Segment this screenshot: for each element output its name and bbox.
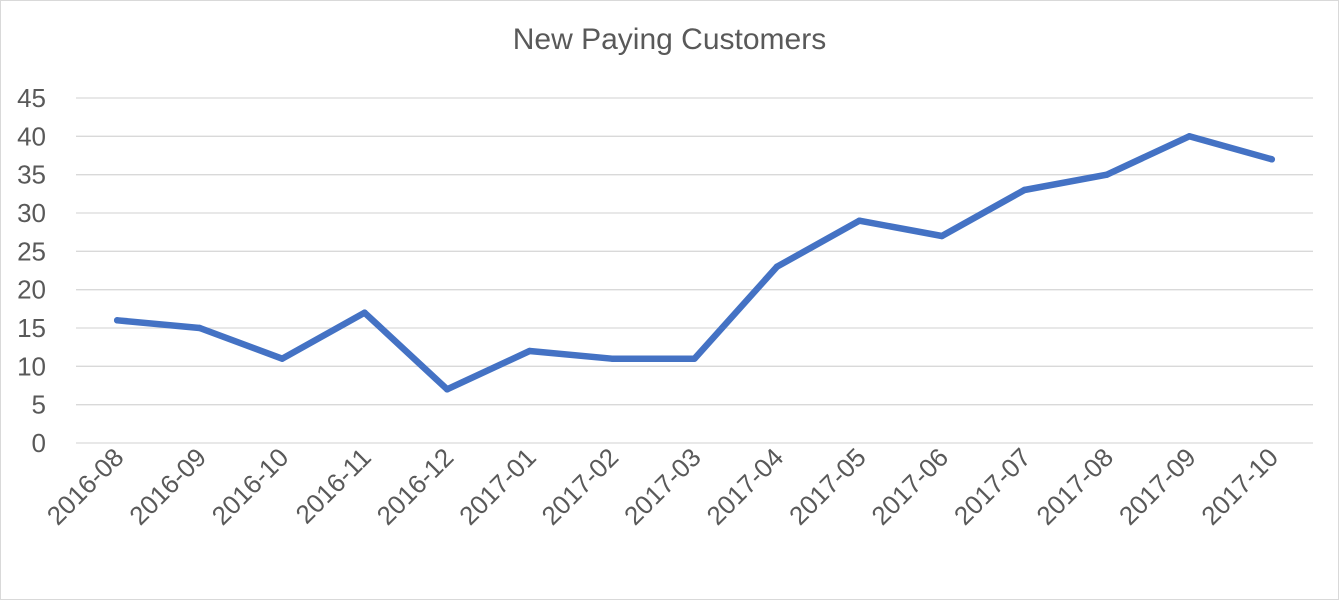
- y-tick-label: 40: [17, 121, 46, 151]
- x-tick-label: 2017-01: [453, 442, 542, 531]
- data-point: [443, 386, 451, 393]
- data-point: [691, 355, 698, 362]
- y-tick-label: 10: [17, 351, 46, 381]
- data-point: [1268, 156, 1275, 163]
- x-tick-label: 2017-03: [618, 442, 707, 531]
- y-tick-label: 30: [17, 198, 46, 228]
- x-tick-label: 2017-02: [536, 442, 625, 531]
- data-point: [526, 347, 533, 355]
- data-point: [196, 324, 203, 332]
- x-tick-label: 2016-11: [290, 442, 377, 529]
- y-tick-label: 15: [17, 313, 46, 343]
- y-tick-label: 25: [17, 236, 46, 266]
- data-point: [278, 355, 286, 362]
- data-point: [938, 232, 946, 240]
- x-tick-label: 2017-10: [1195, 442, 1284, 531]
- data-point: [1021, 186, 1028, 194]
- x-tick-label: 2017-07: [948, 442, 1037, 531]
- data-point: [856, 217, 863, 224]
- y-tick-label: 0: [32, 428, 46, 458]
- x-tick-label: 2017-05: [783, 442, 872, 531]
- x-tick-label: 2016-08: [41, 442, 130, 531]
- chart-title: New Paying Customers: [512, 23, 827, 56]
- data-point: [114, 317, 121, 324]
- x-tick-label: 2016-10: [206, 442, 295, 531]
- data-point: [773, 263, 781, 270]
- data-point: [1103, 171, 1111, 178]
- x-tick-label: 2017-06: [865, 442, 954, 531]
- x-tick-label: 2017-04: [701, 442, 790, 531]
- y-tick-label: 35: [17, 160, 46, 190]
- y-tick-label: 5: [32, 390, 46, 420]
- data-point: [361, 309, 368, 316]
- x-tick-label: 2017-08: [1030, 442, 1119, 531]
- x-tick-label: 2016-12: [371, 442, 460, 531]
- data-point: [1186, 133, 1193, 140]
- x-tick-label: 2017-09: [1113, 442, 1202, 531]
- y-tick-label: 45: [17, 83, 46, 113]
- y-tick-label: 20: [17, 275, 46, 305]
- x-tick-label: 2016-09: [123, 442, 212, 531]
- data-point: [608, 355, 616, 362]
